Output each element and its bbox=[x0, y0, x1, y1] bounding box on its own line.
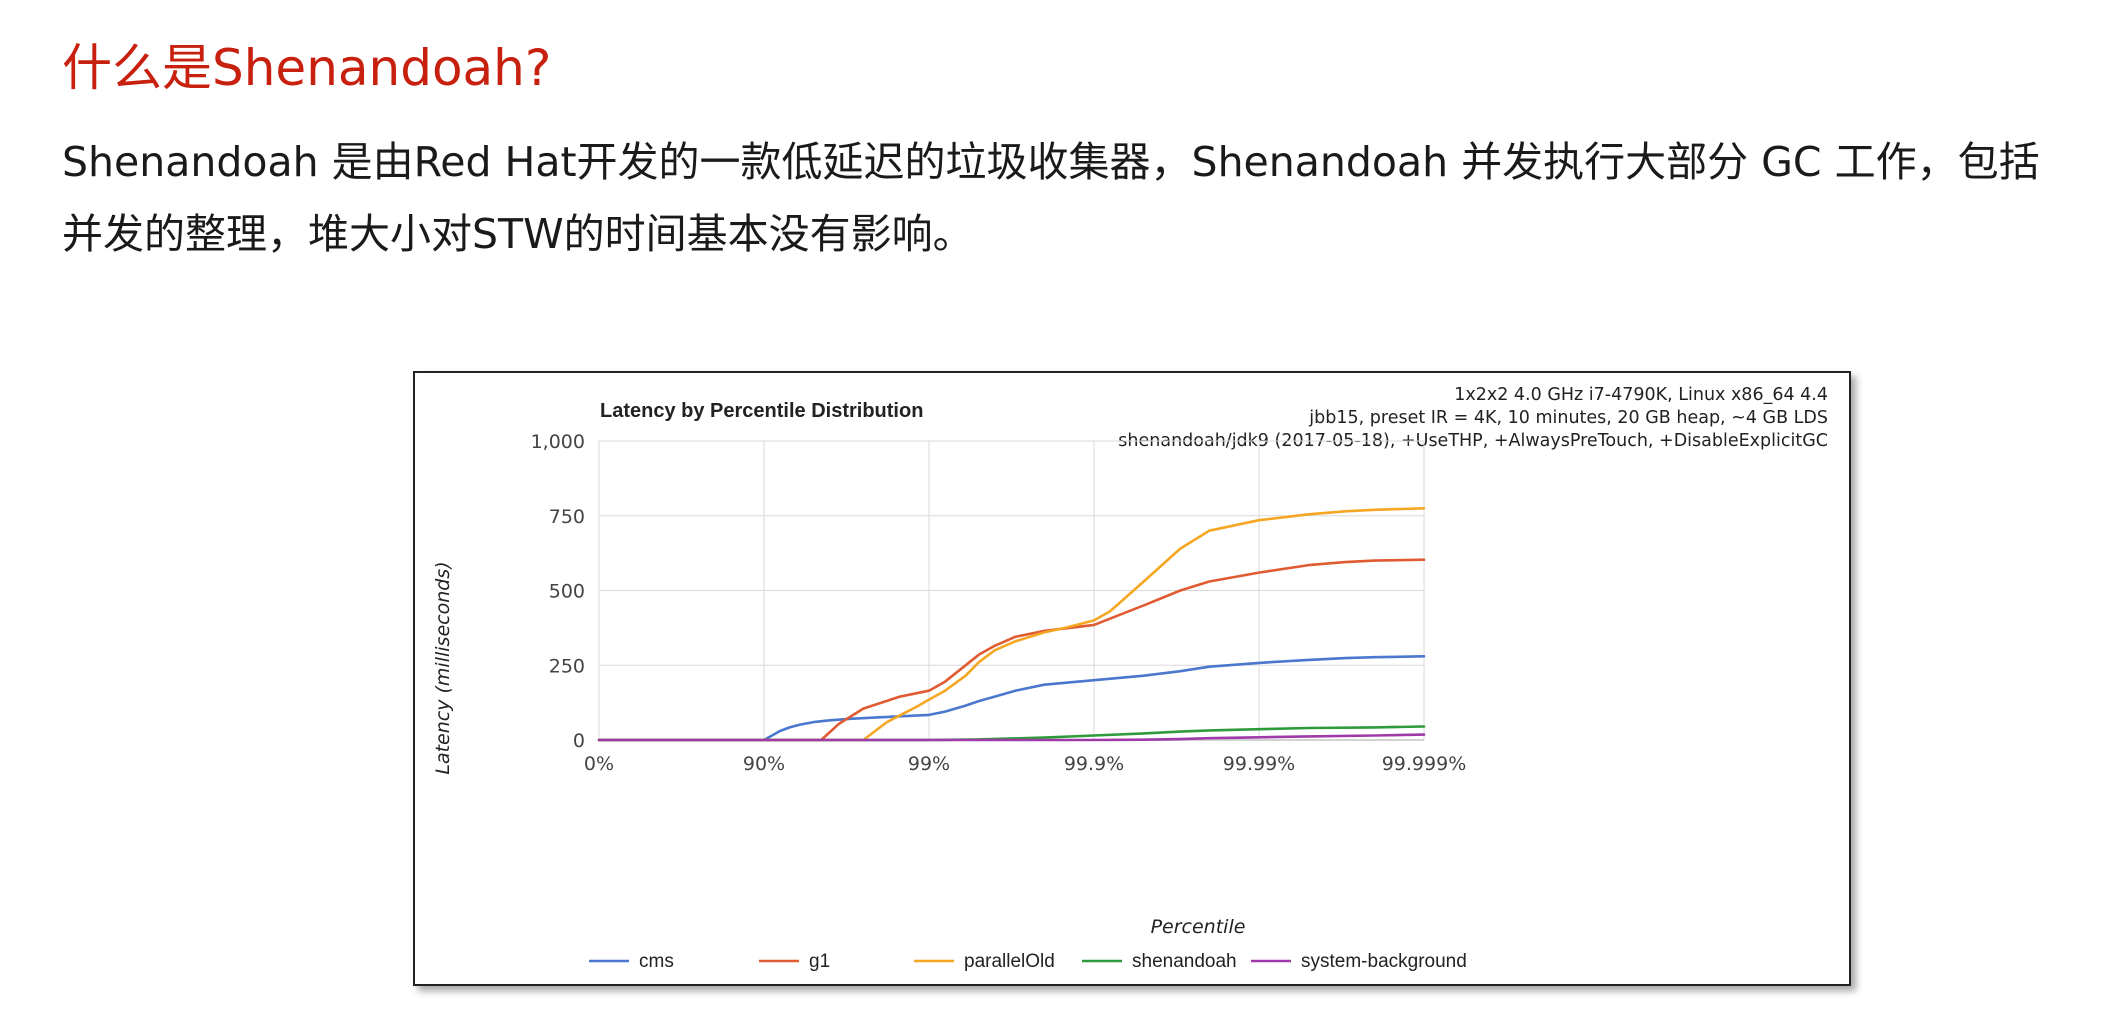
slide-body-text: Shenandoah 是由Red Hat开发的一款低延迟的垃圾收集器，Shena… bbox=[62, 138, 2040, 258]
legend-item-cms: cms bbox=[589, 951, 674, 972]
chart-series bbox=[597, 507, 1426, 742]
x-tick-label: 99% bbox=[908, 753, 950, 775]
legend-item-system-background: system-background bbox=[1251, 951, 1467, 972]
y-tick-label: 750 bbox=[549, 506, 585, 528]
chart-title: Latency by Percentile Distribution bbox=[600, 400, 923, 422]
x-tick-label: 99.999% bbox=[1382, 753, 1467, 775]
chart-grid bbox=[598, 440, 1425, 741]
x-tick-label: 0% bbox=[584, 753, 614, 775]
x-tick-label: 90% bbox=[743, 753, 785, 775]
chart-info-line-1: 1x2x2 4.0 GHz i7-4790K, Linux x86_64 4.4 bbox=[1454, 385, 1828, 405]
y-tick-label: 500 bbox=[549, 581, 585, 603]
series-line-system-background bbox=[597, 733, 1426, 742]
legend-item-shenandoah: shenandoah bbox=[1082, 951, 1237, 972]
x-tick-label: 99.99% bbox=[1223, 753, 1295, 775]
series-line-g1 bbox=[597, 558, 1426, 742]
x-tick-label: 99.9% bbox=[1064, 753, 1124, 775]
y-tick-label: 250 bbox=[549, 655, 585, 677]
latency-chart: Latency by Percentile Distribution 1x2x2… bbox=[413, 371, 1851, 986]
legend-item-parallelOld: parallelOld bbox=[914, 951, 1055, 972]
chart-info-line-2: jbb15, preset IR = 4K, 10 minutes, 20 GB… bbox=[1308, 408, 1828, 428]
series-line-cms bbox=[597, 654, 1426, 742]
legend-label: shenandoah bbox=[1132, 951, 1237, 972]
x-axis-title: Percentile bbox=[1151, 916, 1246, 938]
chart-legend: cms g1 parallelOld shenandoah system-backgro… bbox=[589, 951, 1467, 972]
y-tick-label: 1,000 bbox=[531, 431, 585, 453]
legend-label: cms bbox=[639, 951, 674, 972]
legend-label: g1 bbox=[809, 951, 830, 972]
chart-info-line-3: shenandoah/jdk9 (2017-05-18), +UseTHP, +… bbox=[1118, 431, 1828, 451]
series-line-parallelOld bbox=[597, 507, 1426, 742]
legend-label: parallelOld bbox=[964, 951, 1055, 972]
chart-canvas: Latency by Percentile Distribution 1x2x2… bbox=[432, 385, 1828, 972]
legend-label: system-background bbox=[1301, 951, 1467, 972]
slide-title: 什么是Shenandoah? bbox=[62, 39, 552, 97]
legend-item-g1: g1 bbox=[759, 951, 830, 972]
series-line-shenandoah bbox=[597, 725, 1426, 742]
y-axis-title: Latency (milliseconds) bbox=[432, 561, 454, 774]
y-tick-label: 0 bbox=[573, 730, 585, 752]
chart-ticks: 0 250 500 750 1,000 0% 90% 99% 99.9% 99.99% 99.999… bbox=[531, 431, 1467, 775]
